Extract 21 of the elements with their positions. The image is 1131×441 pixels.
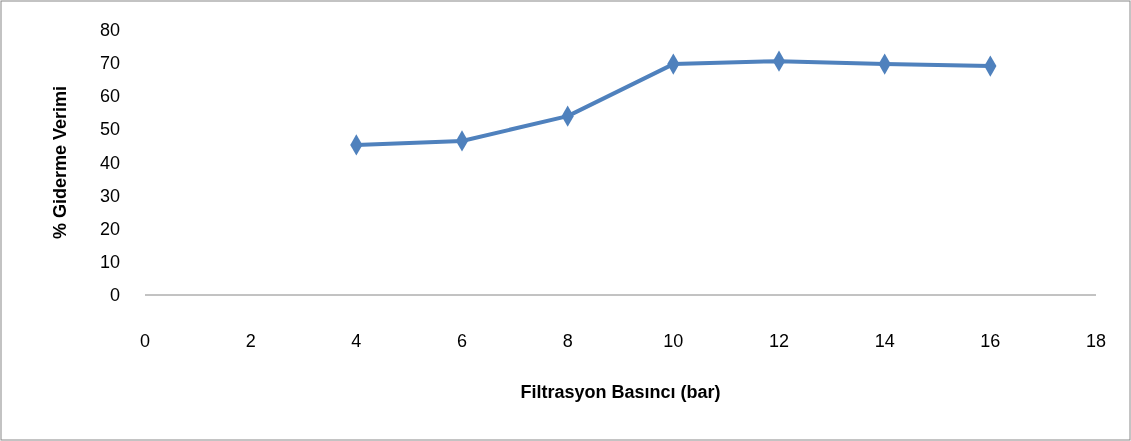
y-tick-label: 40 <box>99 152 120 173</box>
y-tick-label: 0 <box>109 285 120 305</box>
y-tick-label: 80 <box>99 20 120 40</box>
y-tick-label: 30 <box>99 185 120 206</box>
x-tick-label: 12 <box>768 331 790 351</box>
x-tick-label: 10 <box>663 331 684 351</box>
y-tick-label: 70 <box>99 53 120 74</box>
y-tick-label: 60 <box>99 86 120 107</box>
x-tick-label: 6 <box>456 331 468 351</box>
x-axis-title: Filtrasyon Basıncı (bar) <box>520 382 721 402</box>
x-tick-label: 18 <box>1085 331 1107 351</box>
x-tick-label: 14 <box>874 331 895 351</box>
x-tick-label: 16 <box>980 331 1001 351</box>
x-tick-label: 0 <box>139 331 151 351</box>
x-tick-label: 8 <box>562 331 573 351</box>
y-tick-label: 50 <box>99 119 120 140</box>
x-tick-label: 4 <box>351 331 362 351</box>
y-axis-title: % Giderme Verimi <box>50 85 70 240</box>
y-tick-label: 10 <box>99 251 120 272</box>
y-tick-label: 20 <box>99 218 120 239</box>
x-tick-label: 2 <box>245 331 256 351</box>
